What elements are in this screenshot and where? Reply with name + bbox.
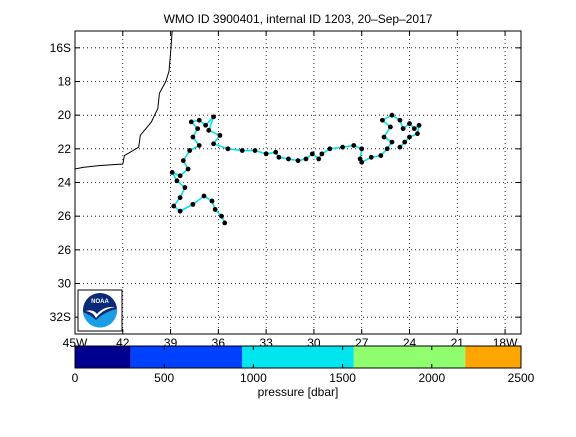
profile-point	[177, 195, 183, 201]
profile-point	[201, 193, 207, 199]
profile-point	[180, 158, 186, 164]
lat-tick-label: 20	[58, 108, 72, 122]
colorbar-tick-label: 1000	[240, 371, 267, 385]
profile-point	[368, 154, 374, 160]
profile-point	[206, 127, 212, 133]
profile-point	[359, 159, 365, 165]
colorbar-segment	[75, 346, 131, 368]
profile-point	[177, 208, 183, 214]
profile-point	[219, 213, 224, 219]
profile-point	[171, 203, 177, 209]
colorbar-segment	[465, 346, 521, 368]
profile-point	[185, 166, 191, 172]
profile-point	[174, 178, 180, 184]
noaa-logo-icon: NOAA	[83, 293, 118, 328]
profile-point	[286, 156, 291, 162]
profile-point	[407, 121, 412, 126]
profile-point	[196, 117, 202, 123]
profile-point	[340, 144, 345, 150]
colorbar-label: pressure [dbar]	[258, 385, 339, 399]
profile-point	[212, 207, 218, 212]
lat-tick-label: 26	[58, 209, 72, 223]
profile-point	[252, 148, 258, 153]
profile-point	[239, 148, 245, 153]
lat-tick-label: 30	[58, 277, 72, 291]
profile-point	[397, 144, 403, 150]
profile-point	[276, 154, 282, 160]
colorbar-tick-label: 1500	[329, 371, 356, 385]
colorbar-segment	[130, 346, 243, 368]
colorbar-segment	[242, 346, 354, 368]
profile-point	[402, 139, 408, 145]
profile-point	[411, 126, 417, 132]
profile-point	[319, 151, 325, 157]
profile-point	[389, 112, 395, 118]
profile-point	[378, 153, 384, 158]
profile-point	[225, 146, 231, 152]
profile-point	[359, 146, 365, 152]
profile-point	[387, 124, 393, 130]
colorbar-segment	[353, 346, 466, 368]
logo-text: NOAA	[91, 299, 109, 305]
chart-title: WMO ID 3900401, internal ID 1203, 20–Sep…	[164, 12, 433, 26]
colorbar-tick-label: 2000	[418, 371, 445, 385]
profile-point	[384, 146, 390, 152]
map-grid	[75, 31, 521, 334]
profile-point	[209, 198, 215, 204]
profile-point	[327, 146, 333, 152]
profile-point	[222, 220, 228, 226]
lat-tick-label: 16S	[50, 41, 71, 55]
profile-point	[195, 126, 201, 132]
noaa-logo: NOAA	[77, 289, 123, 332]
colorbar-tick-label: 2500	[508, 371, 535, 385]
map-area	[75, 31, 521, 334]
profile-point	[211, 114, 216, 120]
profile-point	[217, 132, 223, 138]
profile-point	[187, 148, 193, 153]
lat-tick-label: 26	[58, 243, 72, 257]
profile-point	[397, 117, 403, 123]
colorbar-tick-label: 0	[72, 371, 79, 385]
profile-point	[415, 131, 420, 137]
profile-point	[389, 139, 395, 145]
profile-point	[190, 201, 196, 207]
profile-point	[190, 134, 196, 140]
lat-tick-label: 18	[58, 75, 72, 89]
profile-point	[400, 126, 406, 132]
profile-point	[263, 151, 269, 157]
profile-point	[295, 158, 301, 164]
lat-tick-label: 32S	[50, 310, 71, 324]
colorbar-tick-label: 500	[154, 371, 174, 385]
lat-tick-label: 22	[58, 142, 72, 156]
lat-tick-label: 24	[58, 176, 72, 190]
coastline-line	[74, 30, 173, 170]
float-track	[169, 112, 422, 226]
colorbar-frame	[74, 345, 522, 369]
profile-point	[196, 143, 202, 148]
profile-point	[381, 134, 387, 140]
profile-point	[303, 156, 309, 162]
profile-point	[188, 119, 194, 125]
profile-point	[182, 185, 188, 190]
colorbar-ticks: 0 500 1000 1500 2000 2500	[72, 346, 535, 385]
profile-point	[203, 122, 209, 128]
profile-point	[351, 143, 357, 148]
profile-point	[273, 149, 279, 155]
profile-point	[316, 156, 322, 162]
coastline	[74, 30, 173, 170]
profile-point	[309, 151, 315, 157]
profile-point	[211, 141, 216, 147]
profile-point	[169, 170, 175, 175]
profile-point	[177, 173, 183, 179]
pressure-colorbar	[74, 345, 522, 369]
profile-point	[380, 117, 385, 123]
profile-point	[416, 122, 422, 128]
profile-point	[407, 134, 412, 140]
